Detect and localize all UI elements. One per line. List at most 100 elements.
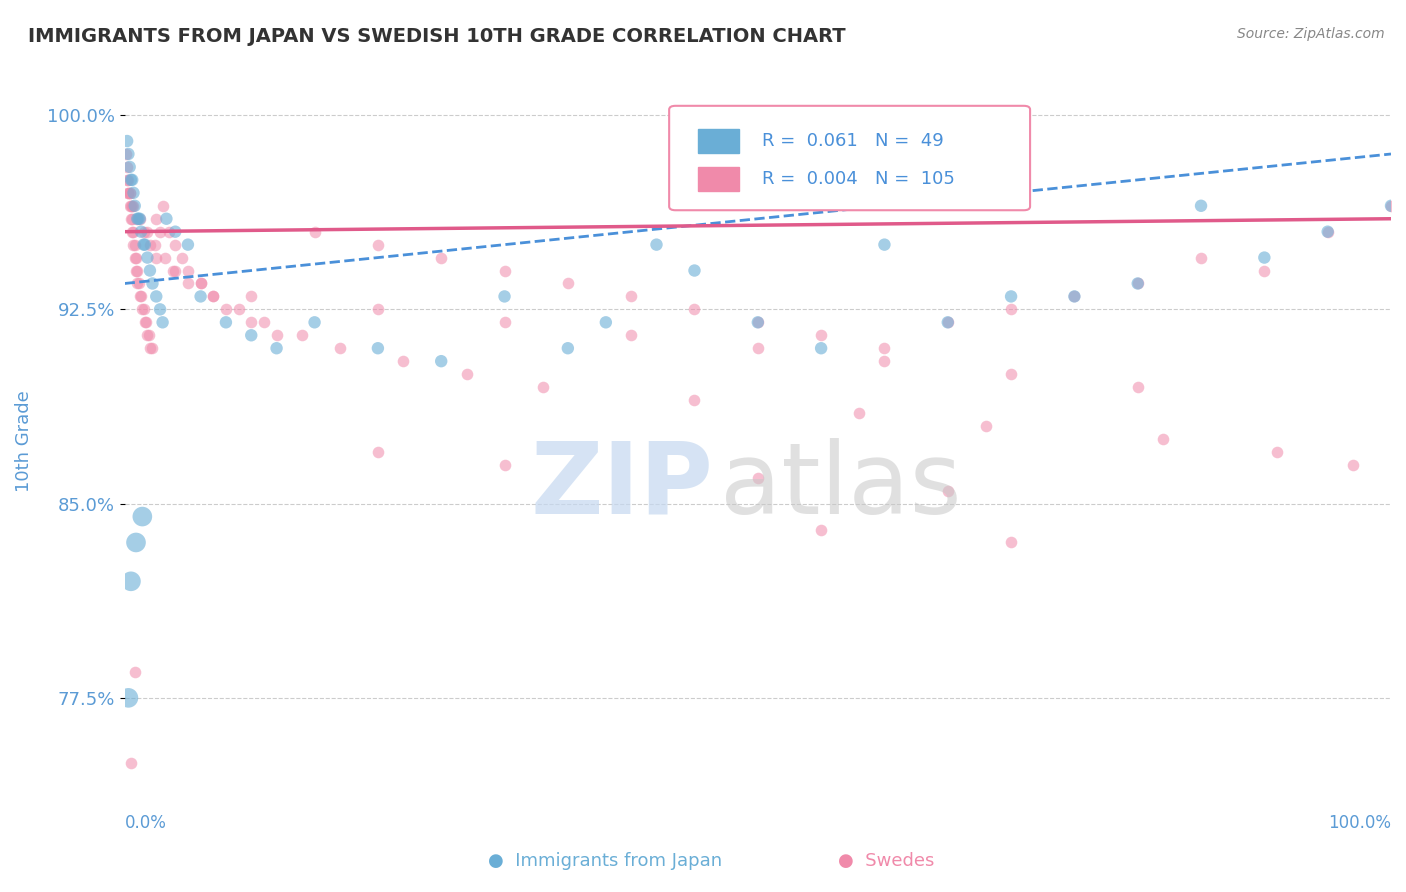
- Point: [1000, 367, 1022, 381]
- Point: [494, 289, 516, 303]
- Point: [531, 380, 554, 394]
- Point: [132, 225, 155, 239]
- FancyBboxPatch shape: [669, 106, 1031, 211]
- Text: ●  Immigrants from Japan: ● Immigrants from Japan: [488, 852, 721, 870]
- Text: 0.0%: 0.0%: [125, 814, 166, 832]
- Point: [165, 225, 187, 239]
- Point: [125, 535, 148, 549]
- Point: [1126, 380, 1149, 394]
- Point: [974, 418, 997, 433]
- Point: [747, 315, 769, 329]
- Point: [121, 173, 143, 187]
- Point: [117, 186, 139, 200]
- Point: [215, 302, 238, 317]
- Point: [595, 315, 617, 329]
- Point: [1000, 535, 1022, 549]
- Point: [138, 328, 160, 343]
- Point: [367, 341, 389, 355]
- Point: [1316, 225, 1339, 239]
- Point: [456, 367, 478, 381]
- Point: [124, 665, 146, 679]
- Point: [139, 263, 162, 277]
- Point: [145, 251, 167, 265]
- Point: [367, 237, 389, 252]
- Point: [122, 237, 145, 252]
- Point: [153, 251, 176, 265]
- Point: [494, 458, 516, 472]
- Point: [132, 237, 155, 252]
- Point: [240, 328, 263, 343]
- Point: [1000, 302, 1022, 317]
- Point: [134, 315, 156, 329]
- Point: [1265, 445, 1288, 459]
- Point: [124, 199, 146, 213]
- Text: Source: ZipAtlas.com: Source: ZipAtlas.com: [1237, 27, 1385, 41]
- Point: [120, 199, 142, 213]
- Point: [124, 251, 146, 265]
- Point: [120, 574, 142, 589]
- Point: [149, 302, 172, 317]
- Point: [129, 225, 152, 239]
- Point: [115, 147, 138, 161]
- Point: [1379, 199, 1402, 213]
- Point: [127, 211, 149, 226]
- Point: [936, 315, 959, 329]
- Text: ZIP: ZIP: [530, 438, 713, 534]
- Point: [149, 225, 172, 239]
- Point: [136, 328, 159, 343]
- Point: [118, 160, 141, 174]
- Point: [125, 251, 148, 265]
- Point: [134, 237, 156, 252]
- Point: [430, 251, 453, 265]
- Point: [848, 406, 870, 420]
- Point: [683, 392, 706, 407]
- Point: [115, 134, 138, 148]
- Point: [683, 302, 706, 317]
- Point: [367, 445, 389, 459]
- Point: [215, 315, 238, 329]
- Point: [120, 211, 142, 226]
- Point: [240, 315, 263, 329]
- Point: [873, 237, 896, 252]
- Point: [266, 341, 288, 355]
- Point: [494, 263, 516, 277]
- Point: [117, 690, 139, 705]
- Point: [329, 341, 352, 355]
- Point: [141, 341, 163, 355]
- Point: [557, 341, 579, 355]
- Point: [117, 173, 139, 187]
- Point: [139, 237, 162, 252]
- Point: [747, 341, 769, 355]
- Point: [1126, 277, 1149, 291]
- Point: [125, 263, 148, 277]
- Point: [810, 328, 832, 343]
- Point: [1000, 289, 1022, 303]
- Point: [115, 160, 138, 174]
- Point: [304, 225, 326, 239]
- Point: [127, 263, 149, 277]
- Point: [121, 225, 143, 239]
- Point: [936, 315, 959, 329]
- Point: [162, 263, 184, 277]
- Text: 100.0%: 100.0%: [1329, 814, 1391, 832]
- Point: [620, 328, 643, 343]
- Point: [155, 211, 177, 226]
- Point: [747, 471, 769, 485]
- Point: [122, 225, 145, 239]
- Point: [1253, 251, 1275, 265]
- Point: [253, 315, 276, 329]
- Point: [936, 483, 959, 498]
- Point: [1379, 199, 1402, 213]
- Point: [122, 199, 145, 213]
- Text: IMMIGRANTS FROM JAPAN VS SWEDISH 10TH GRADE CORRELATION CHART: IMMIGRANTS FROM JAPAN VS SWEDISH 10TH GR…: [28, 27, 846, 45]
- Point: [157, 225, 180, 239]
- Point: [139, 341, 162, 355]
- Point: [131, 509, 153, 524]
- Point: [177, 237, 200, 252]
- Point: [810, 523, 832, 537]
- Point: [141, 277, 163, 291]
- Point: [135, 315, 157, 329]
- Point: [1063, 289, 1085, 303]
- Point: [132, 302, 155, 317]
- Point: [128, 211, 150, 226]
